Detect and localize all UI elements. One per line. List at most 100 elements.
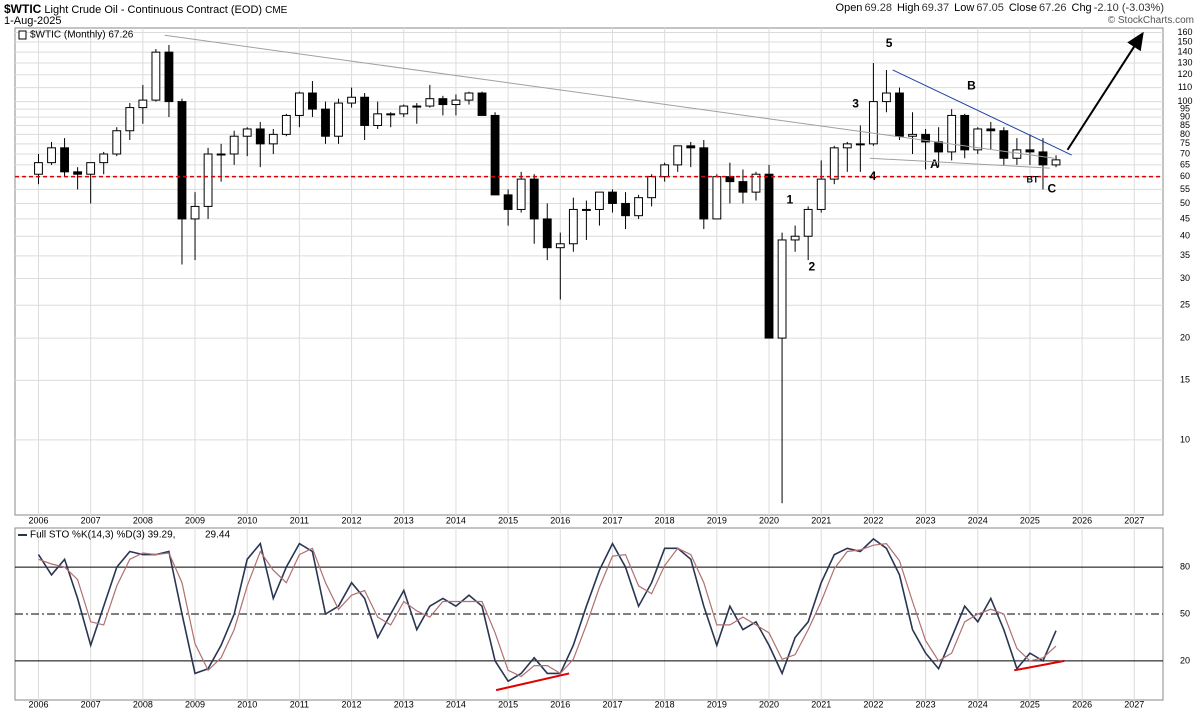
x-tick-label: 2015	[498, 699, 518, 709]
y-tick-label: 25	[1180, 300, 1190, 310]
candle-body	[308, 92, 317, 110]
candle-body	[477, 92, 487, 116]
wave-label: C	[1048, 182, 1057, 196]
x-tick-label: 2014	[446, 515, 466, 525]
x-tick-label: 2007	[81, 515, 101, 525]
wave-label: BT	[1027, 175, 1039, 185]
sto-layer: 2006 2007 2008 2009 2010 2011 2012 2013 2014 2015…	[15, 528, 1190, 709]
y-tick-label: 55	[1180, 184, 1190, 194]
candle-body	[764, 173, 774, 339]
candle-body	[86, 162, 96, 175]
candle-body	[829, 147, 839, 180]
candle-body	[542, 218, 552, 249]
candle-body	[699, 147, 709, 220]
exchange: CME	[265, 5, 288, 16]
x-tick-label: 2011	[290, 699, 309, 709]
candle-body	[164, 51, 174, 103]
candle-body	[190, 205, 200, 220]
candle-body	[490, 114, 500, 196]
candle-body	[451, 99, 461, 106]
candle-body	[673, 145, 683, 166]
x-tick-label: 2014	[446, 699, 466, 709]
stat-value: 69.37	[921, 2, 950, 14]
x-tick-label: 2021	[811, 699, 831, 709]
y-tick-label: 85	[1180, 120, 1190, 130]
candle-body	[425, 98, 435, 107]
candle-body	[1051, 159, 1061, 166]
candle-body	[621, 202, 630, 217]
x-tick-label: 2022	[863, 699, 883, 709]
sto-line	[38, 542, 1057, 678]
stat-value: 67.26	[1038, 2, 1067, 14]
candle-body	[125, 107, 135, 132]
y-tick-label: 35	[1180, 250, 1190, 260]
date: 1-Aug-2025	[4, 15, 62, 27]
candle-body	[255, 128, 265, 145]
x-tick-label: 2023	[916, 515, 936, 525]
x-tick-label: 2013	[394, 699, 414, 709]
candle-body	[999, 130, 1009, 159]
candle-body	[921, 133, 930, 143]
legend: $WTIC (Monthly) 67.26	[30, 30, 134, 41]
candle-body	[99, 153, 109, 164]
x-tick-label: 2009	[185, 699, 205, 709]
y-tick-label: 75	[1180, 138, 1190, 148]
x-tick-label: 2016	[550, 699, 570, 709]
candle-body	[347, 96, 356, 104]
x-tick-label: 2018	[655, 699, 675, 709]
trendline	[164, 34, 1055, 159]
x-tick-label: 2015	[498, 515, 518, 525]
y-tick-label: 80	[1180, 561, 1190, 571]
y-tick-label: 15	[1180, 375, 1190, 385]
x-tick-label: 2009	[185, 515, 205, 525]
x-tick-label: 2016	[550, 515, 570, 525]
y-tick-label: 30	[1180, 273, 1190, 283]
legend: 29.44	[205, 530, 230, 541]
candle-body	[373, 113, 383, 126]
candle-body	[777, 239, 787, 339]
x-tick-label: 2006	[28, 699, 48, 709]
x-tick-label: 2017	[602, 699, 622, 709]
trendline	[495, 672, 570, 692]
candle-body	[1025, 149, 1035, 153]
header: $WTIC Light Crude Oil - Continuous Contr…	[0, 0, 1200, 28]
y-tick-label: 90	[1180, 111, 1190, 121]
y-tick-label: 120	[1177, 69, 1192, 79]
candle-body	[555, 243, 565, 249]
x-tick-label: 2010	[237, 699, 257, 709]
x-tick-label: 2024	[968, 699, 988, 709]
wave-label: 2	[808, 259, 815, 273]
y-tick-label: 20	[1180, 655, 1190, 665]
x-tick-label: 2027	[1124, 515, 1144, 525]
candle-body	[334, 102, 343, 137]
candle-body	[216, 153, 226, 156]
candle-body	[203, 153, 213, 207]
candle-body	[934, 141, 944, 153]
y-tick-label: 70	[1180, 148, 1190, 158]
candle-body	[908, 133, 917, 137]
stat-label: Low	[954, 2, 975, 14]
y-tick-label: 150	[1177, 36, 1192, 46]
copyright[interactable]: © StockCharts.com	[1107, 15, 1194, 26]
x-tick-label: 2012	[342, 699, 362, 709]
candle-body	[177, 101, 187, 220]
y-tick-label: 110	[1178, 82, 1192, 92]
y-tick-label: 45	[1180, 213, 1190, 223]
candle-body	[790, 235, 800, 241]
x-tick-label: 2025	[1020, 699, 1040, 709]
legend: Full STO %K(14,3) %D(3) 39.29,	[30, 530, 175, 541]
legend-icon	[18, 30, 27, 40]
candle-body	[738, 181, 748, 193]
x-tick-label: 2012	[342, 515, 362, 525]
x-tick-label: 2021	[811, 515, 831, 525]
x-tick-label: 2007	[81, 699, 101, 709]
y-tick-label: 140	[1177, 47, 1192, 57]
candle-body	[386, 113, 396, 116]
y-tick-label: 160	[1177, 27, 1192, 37]
candle-body	[151, 51, 161, 101]
candle-body	[842, 143, 852, 149]
title-line: $WTIC Light Crude Oil - Continuous Contr…	[4, 2, 287, 16]
wave-label: A	[930, 157, 939, 171]
candle-body	[112, 130, 122, 155]
